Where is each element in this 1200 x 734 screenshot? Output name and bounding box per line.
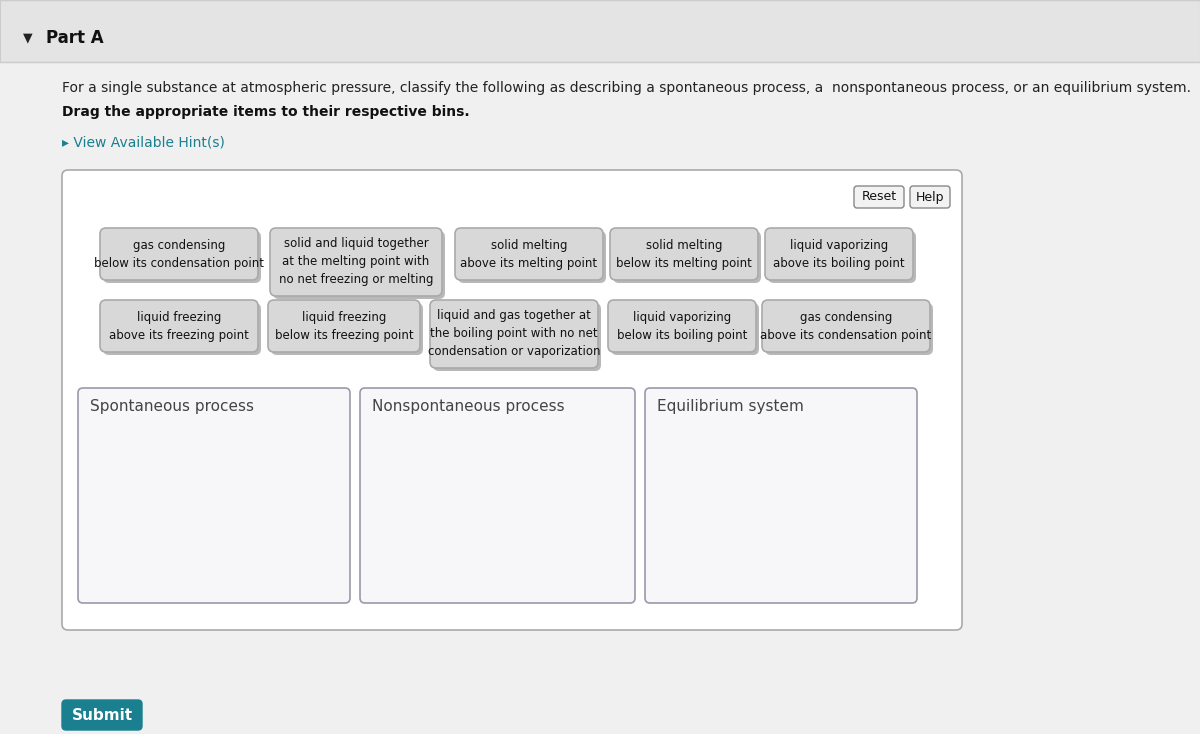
FancyBboxPatch shape bbox=[768, 231, 916, 283]
Text: solid melting
above its melting point: solid melting above its melting point bbox=[461, 239, 598, 269]
FancyBboxPatch shape bbox=[608, 300, 756, 352]
FancyBboxPatch shape bbox=[430, 300, 598, 368]
FancyBboxPatch shape bbox=[100, 228, 258, 280]
FancyBboxPatch shape bbox=[766, 228, 913, 280]
Bar bbox=[0, 0, 1200, 62]
Text: Spontaneous process: Spontaneous process bbox=[90, 399, 254, 413]
Text: ▸ View Available Hint(s): ▸ View Available Hint(s) bbox=[62, 135, 224, 149]
Text: solid and liquid together
at the melting point with
no net freezing or melting: solid and liquid together at the melting… bbox=[278, 238, 433, 286]
FancyBboxPatch shape bbox=[613, 231, 761, 283]
Text: Reset: Reset bbox=[862, 191, 896, 203]
FancyBboxPatch shape bbox=[62, 170, 962, 630]
FancyBboxPatch shape bbox=[762, 300, 930, 352]
FancyBboxPatch shape bbox=[270, 228, 442, 296]
FancyBboxPatch shape bbox=[100, 300, 258, 352]
FancyBboxPatch shape bbox=[78, 388, 350, 603]
Text: liquid and gas together at
the boiling point with no net
condensation or vaporiz: liquid and gas together at the boiling p… bbox=[427, 310, 600, 358]
FancyBboxPatch shape bbox=[103, 303, 262, 355]
FancyBboxPatch shape bbox=[274, 231, 445, 299]
Text: gas condensing
above its condensation point: gas condensing above its condensation po… bbox=[761, 310, 931, 341]
Text: For a single substance at atmospheric pressure, classify the following as descri: For a single substance at atmospheric pr… bbox=[62, 81, 1190, 95]
FancyBboxPatch shape bbox=[766, 303, 934, 355]
FancyBboxPatch shape bbox=[910, 186, 950, 208]
Text: Part A: Part A bbox=[46, 29, 103, 47]
FancyBboxPatch shape bbox=[854, 186, 904, 208]
FancyBboxPatch shape bbox=[103, 231, 262, 283]
FancyBboxPatch shape bbox=[433, 303, 601, 371]
FancyBboxPatch shape bbox=[271, 303, 424, 355]
Text: Drag the appropriate items to their respective bins.: Drag the appropriate items to their resp… bbox=[62, 105, 469, 119]
FancyBboxPatch shape bbox=[458, 231, 606, 283]
Text: Help: Help bbox=[916, 191, 944, 203]
Text: liquid vaporizing
above its boiling point: liquid vaporizing above its boiling poin… bbox=[773, 239, 905, 269]
Text: Submit: Submit bbox=[72, 708, 132, 722]
Text: gas condensing
below its condensation point: gas condensing below its condensation po… bbox=[94, 239, 264, 269]
Text: liquid freezing
below its freezing point: liquid freezing below its freezing point bbox=[275, 310, 413, 341]
FancyBboxPatch shape bbox=[268, 300, 420, 352]
Text: ▼: ▼ bbox=[23, 32, 32, 45]
Text: Equilibrium system: Equilibrium system bbox=[658, 399, 804, 413]
Text: Nonspontaneous process: Nonspontaneous process bbox=[372, 399, 565, 413]
FancyBboxPatch shape bbox=[646, 388, 917, 603]
FancyBboxPatch shape bbox=[611, 303, 760, 355]
Text: solid melting
below its melting point: solid melting below its melting point bbox=[616, 239, 752, 269]
FancyBboxPatch shape bbox=[360, 388, 635, 603]
Text: liquid freezing
above its freezing point: liquid freezing above its freezing point bbox=[109, 310, 248, 341]
FancyBboxPatch shape bbox=[610, 228, 758, 280]
Text: liquid vaporizing
below its boiling point: liquid vaporizing below its boiling poin… bbox=[617, 310, 748, 341]
FancyBboxPatch shape bbox=[62, 700, 142, 730]
FancyBboxPatch shape bbox=[455, 228, 604, 280]
